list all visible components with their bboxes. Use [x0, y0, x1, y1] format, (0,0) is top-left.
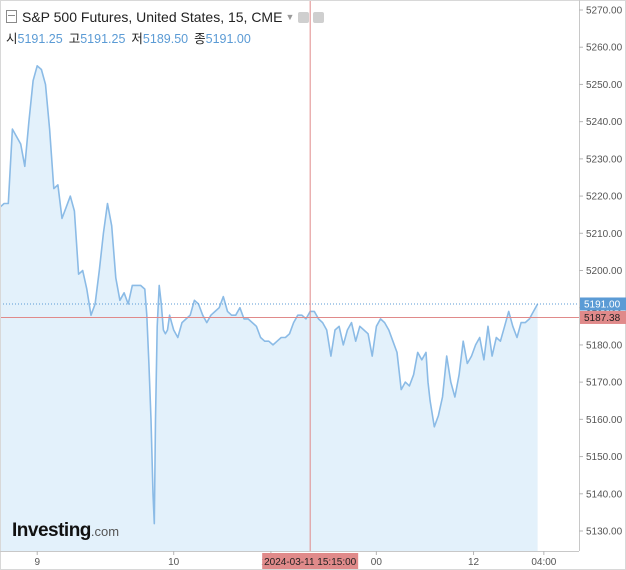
y-tick-label: 5180.00: [586, 340, 623, 351]
last-price-badge-bg: [580, 297, 626, 311]
x-tick-label: 12: [468, 557, 480, 568]
series-area: [0, 65, 538, 552]
series-line: [0, 65, 539, 525]
crosshair-price-badge: 5187.38: [584, 313, 621, 324]
chart-header: S&P 500 Futures, United States, 15, CME ▼: [6, 9, 325, 25]
open-label: 시: [6, 32, 18, 46]
gear-icon[interactable]: [313, 12, 325, 23]
collapse-icon[interactable]: [6, 10, 17, 23]
y-tick-label: 5150.00: [586, 452, 623, 463]
y-tick-label: 5220.00: [586, 192, 623, 203]
x-tick-label: 9: [34, 557, 40, 568]
investing-logo: Investing.com: [12, 520, 120, 541]
x-tick-label: 00: [371, 557, 383, 568]
y-tick-label: 5260.00: [586, 43, 623, 54]
y-tick-label: 5270.00: [586, 6, 623, 17]
x-tick-label: 04:00: [531, 557, 556, 568]
close-value: 5191.00: [205, 32, 251, 46]
crosshair-price-badge-bg: [580, 310, 626, 324]
chart-title: S&P 500 Futures, United States, 15, CME: [22, 9, 283, 25]
x-tick-label: 10: [168, 557, 180, 568]
ohlc-readout: 시5191.25 고5191.25 저5189.50 종5191.00: [6, 28, 257, 47]
y-tick-label: 5200.00: [586, 266, 623, 277]
settings-icon[interactable]: [298, 12, 310, 23]
crosshair-time-badge: 2024-03-11 15:15:00: [264, 557, 357, 568]
low-value: 5189.50: [142, 32, 189, 46]
last-price-badge: 5191.00: [584, 299, 621, 310]
high-label: 고: [68, 32, 81, 46]
open-value: 5191.25: [17, 32, 63, 46]
plot-area: [0, 0, 579, 552]
y-tick-label: 5240.00: [586, 117, 623, 128]
y-tick-label: 5250.00: [586, 80, 623, 91]
high-value: 5191.25: [80, 32, 126, 46]
chevron-down-icon[interactable]: ▼: [285, 12, 295, 22]
y-tick-label: 5160.00: [586, 415, 623, 426]
crosshair-time-badge-bg: [262, 553, 359, 569]
low-label: 저: [131, 32, 143, 46]
y-tick-label: 5170.00: [586, 378, 623, 389]
y-tick-label: 5140.00: [586, 489, 623, 500]
close-label: 종: [194, 32, 206, 46]
y-tick-label: 5210.00: [586, 229, 623, 240]
y-tick-label: 5130.00: [586, 527, 623, 538]
y-tick-label: 5230.00: [586, 154, 623, 165]
